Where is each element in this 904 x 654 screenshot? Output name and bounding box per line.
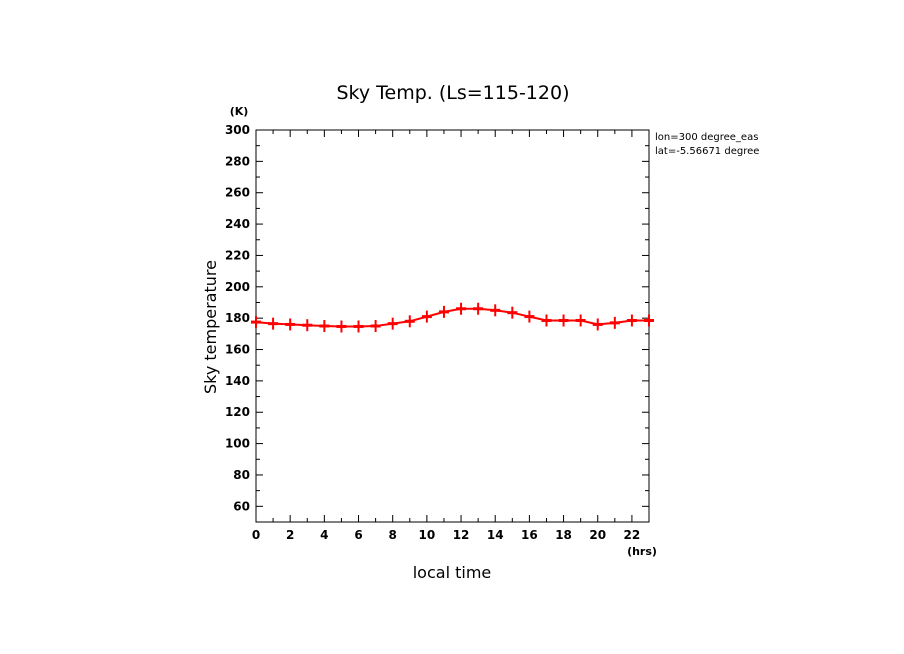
data-point (456, 302, 467, 315)
x-tick-label: 2 (286, 528, 294, 542)
x-tick-label: 12 (453, 528, 470, 542)
y-tick-label: 300 (225, 123, 250, 137)
data-point (387, 317, 398, 330)
annotation-longitude: lon=300 degree_eas (655, 132, 758, 143)
data-point (609, 316, 620, 329)
data-point (507, 306, 518, 319)
data-point (319, 320, 330, 332)
x-tick-label: 8 (389, 528, 397, 542)
data-point (370, 320, 381, 332)
y-tick-label: 60 (233, 499, 250, 513)
y-tick-label: 220 (225, 248, 250, 262)
y-tick-label: 260 (225, 186, 250, 200)
x-tick-label: 14 (487, 528, 504, 542)
y-tick-label: 280 (225, 154, 250, 168)
data-point (626, 314, 637, 327)
data-point (541, 314, 552, 327)
x-tick-label: 0 (252, 528, 260, 542)
data-point (558, 314, 569, 327)
chart-title: Sky Temp. (Ls=115-120) (336, 82, 569, 104)
x-tick-label: 16 (521, 528, 538, 542)
data-point (353, 320, 364, 333)
data-point (644, 314, 654, 327)
y-unit-label: (K) (230, 105, 249, 118)
series-layer (251, 302, 654, 333)
y-tick-label: 200 (225, 280, 250, 294)
series-line (255, 307, 649, 328)
x-tick-label: 10 (419, 528, 436, 542)
data-point (336, 320, 347, 333)
axes-ticks: 60 80 100 120 140 160 180 200 220 240 260 280 300 0 2 4… (225, 123, 650, 542)
data-point (404, 315, 415, 328)
clip-mask-right (780, 125, 904, 165)
x-tick-label: 18 (555, 528, 572, 542)
y-tick-label: 120 (225, 405, 250, 419)
y-axis-label: Sky temperature (201, 260, 220, 394)
x-tick-label: 6 (354, 528, 362, 542)
y-tick-label: 180 (225, 311, 250, 325)
data-point (473, 302, 484, 315)
x-tick-label: 20 (589, 528, 606, 542)
y-tick-label: 240 (225, 217, 250, 231)
data-point (490, 304, 501, 317)
data-point (268, 317, 279, 330)
data-point (575, 314, 586, 327)
annotation-latitude: lat=-5.56671 degree (655, 146, 759, 157)
x-tick-label: 22 (624, 528, 641, 542)
data-point (421, 310, 432, 323)
data-point (251, 316, 261, 329)
y-tick-label: 100 (225, 437, 250, 451)
x-tick-label: 4 (320, 528, 328, 542)
data-point (285, 318, 296, 331)
data-point (302, 319, 313, 332)
y-tick-label: 160 (225, 343, 250, 357)
x-axis-label: local time (413, 563, 492, 582)
x-unit-label: (hrs) (627, 545, 657, 558)
y-tick-label: 80 (233, 468, 250, 482)
data-point (438, 305, 449, 318)
y-tick-label: 140 (225, 374, 250, 388)
data-point (592, 318, 603, 331)
data-point (524, 310, 535, 323)
